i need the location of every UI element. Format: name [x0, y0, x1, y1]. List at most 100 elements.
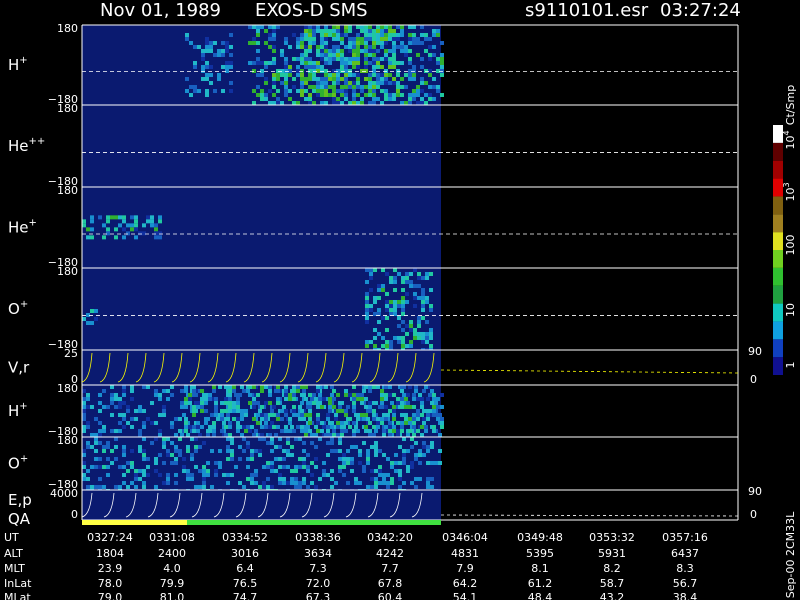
spectrogram-cell [342, 453, 346, 457]
spectrogram-cell [198, 433, 202, 437]
spectrogram-cell [330, 449, 334, 453]
spectrogram-cell [158, 235, 162, 240]
spectrogram-cell [276, 25, 280, 29]
spectrogram-cell [278, 473, 282, 477]
spectrogram-cell [396, 421, 400, 425]
spectrogram-cell [428, 97, 432, 101]
spectrogram-cell [294, 469, 298, 473]
spectrogram-cell [320, 37, 324, 41]
spectrogram-cell [416, 41, 420, 45]
label-sup: + [19, 401, 27, 412]
spectrogram-cell [86, 421, 90, 425]
spectrogram-cell [142, 485, 146, 489]
spectrogram-cell [232, 405, 236, 409]
spectrogram-cell [376, 49, 380, 53]
spectrogram-cell [348, 73, 352, 77]
spectrogram-cell [418, 477, 422, 481]
spectrogram-cell [94, 317, 98, 321]
spectrogram-cell [322, 461, 326, 465]
spectrogram-cell [217, 49, 221, 53]
spectrogram-cell [228, 421, 232, 425]
cell: 3016 [231, 547, 259, 560]
spectrogram-cell [376, 85, 380, 89]
spectrogram-cell [348, 49, 352, 53]
spectrogram-cell [114, 215, 118, 220]
spectrogram-cell [369, 308, 373, 312]
spectrogram-cell [384, 97, 388, 101]
colorbar-label: 10 [784, 303, 797, 317]
spectrogram-cell [138, 445, 142, 449]
spectrogram-cell [348, 57, 352, 61]
spectrogram-cell [304, 81, 308, 85]
spectrogram-cell [288, 69, 292, 73]
spectrogram-cell [400, 29, 404, 33]
spectrogram-cell [381, 268, 385, 272]
spectrogram-cell [372, 29, 376, 33]
spectrogram-cell [282, 405, 286, 409]
spectrogram-cell [344, 61, 348, 65]
spectrogram-cell [368, 53, 372, 57]
spectrogram-cell [406, 465, 410, 469]
spectrogram-cell [417, 336, 421, 340]
spectrogram-cell [388, 421, 392, 425]
spectrogram-cell [388, 93, 392, 97]
pitch-curve [225, 352, 237, 383]
spectrogram-cell [350, 469, 354, 473]
spectrogram-cell [417, 296, 421, 300]
spectrogram-cell [316, 53, 320, 57]
spectrogram-cell [220, 413, 224, 417]
spectrogram-cell [368, 409, 372, 413]
spectrogram-cell [268, 413, 272, 417]
spectrogram-cell [332, 405, 336, 409]
spectrogram-cell [260, 73, 264, 77]
spectrogram-cell [114, 437, 118, 441]
spectrogram-cell [432, 397, 436, 401]
spectrogram-cell [284, 77, 288, 81]
spectrogram-cell [396, 401, 400, 405]
spectrogram-cell [344, 421, 348, 425]
spectrogram-cell [416, 413, 420, 417]
spectrogram-cell [184, 421, 188, 425]
spectrogram-cell [260, 405, 264, 409]
colorbar-label: 100 [784, 235, 797, 256]
spectrogram-cell [330, 477, 334, 481]
spectrogram-cell [364, 33, 368, 37]
spectrogram-cell [106, 231, 110, 236]
spectrogram-cell [404, 417, 408, 421]
spectrogram-cell [429, 288, 433, 292]
spectrogram-cell [396, 61, 400, 65]
spectrogram-cell [352, 397, 356, 401]
spectrogram-cell [221, 49, 225, 53]
spectrogram-cell [201, 49, 205, 53]
spectrogram-cell [336, 97, 340, 101]
spectrogram-cell [364, 77, 368, 81]
spectrogram-cell [308, 85, 312, 89]
spectrogram-cell [286, 465, 290, 469]
colorbar-cell [773, 196, 783, 215]
spectrogram-cell [300, 77, 304, 81]
spectrogram-cell [224, 401, 228, 405]
spectrogram-cell [278, 481, 282, 485]
spectrogram-cell [274, 457, 278, 461]
spectrogram-cell [202, 465, 206, 469]
spectrogram-cell [98, 433, 102, 437]
spectrogram-cell [344, 393, 348, 397]
spectrogram-cell [420, 405, 424, 409]
spectrogram-cell [436, 397, 440, 401]
tick-top: 180 [57, 22, 78, 35]
spectrogram-cell [401, 280, 405, 284]
spectrogram-cell [440, 421, 444, 425]
spectrogram-cell [94, 449, 98, 453]
spectrogram-cell [308, 417, 312, 421]
spectrogram-cell [308, 57, 312, 61]
spectrogram-cell [328, 77, 332, 81]
spectrogram-cell [192, 413, 196, 417]
spectrogram-cell [178, 437, 182, 441]
spectrogram-cell [304, 413, 308, 417]
spectrogram-cell [270, 461, 274, 465]
spectrogram-cell [288, 73, 292, 77]
spectrogram-cell [130, 461, 134, 465]
spectrogram-cell [304, 29, 308, 33]
spectrogram-cell [296, 45, 300, 49]
spectrogram-cell [356, 41, 360, 45]
